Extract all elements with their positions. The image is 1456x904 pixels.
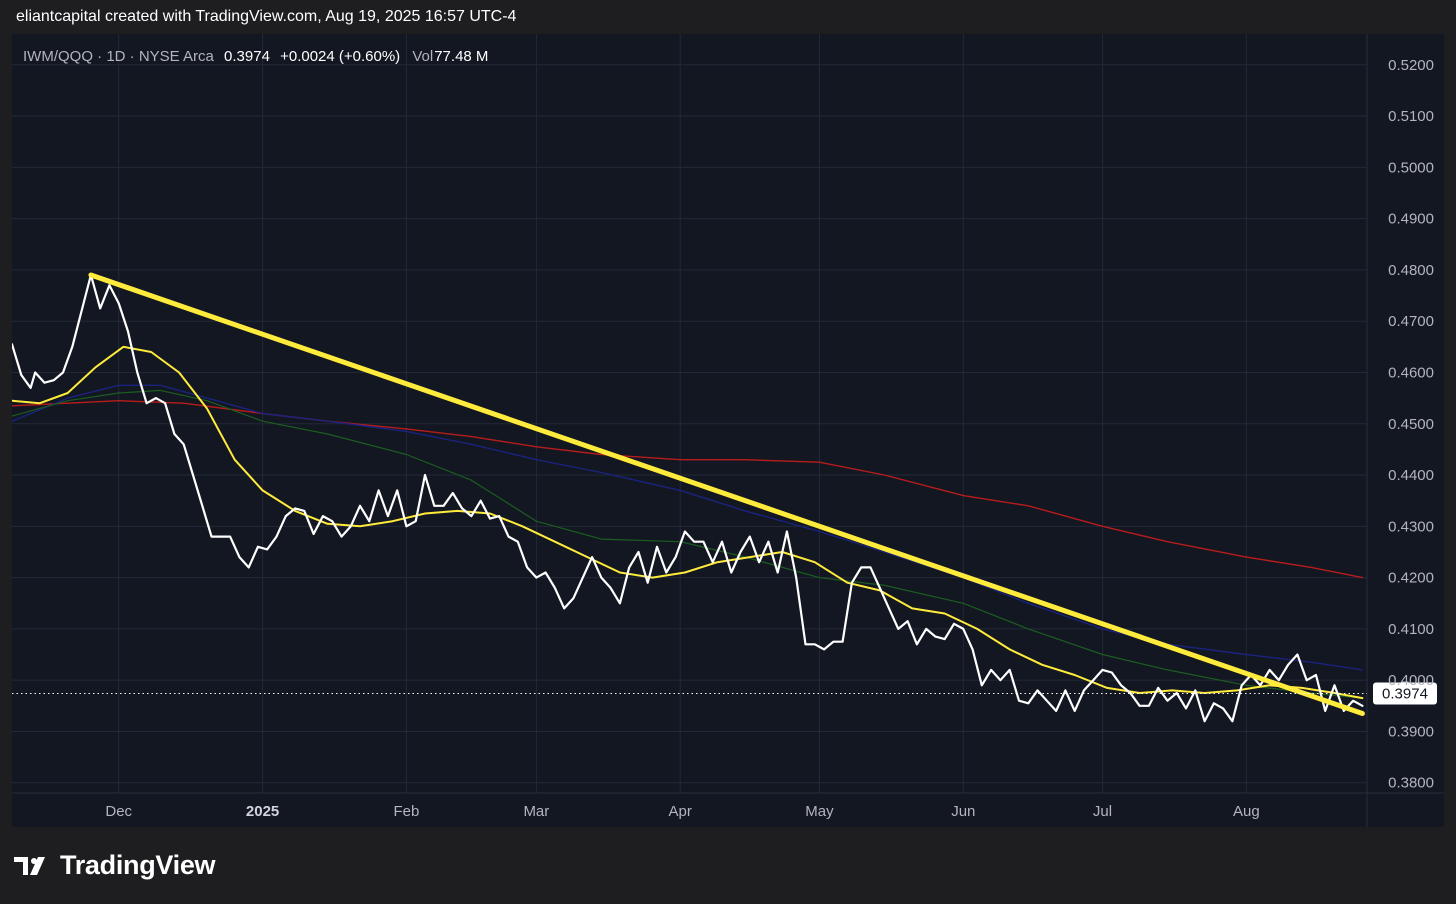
- y-tick-label: 0.4200: [1388, 570, 1434, 587]
- symbol-legend[interactable]: IWM/QQQ · 1D · NYSE Arca 0.3974 +0.0024 …: [23, 48, 488, 65]
- series-price-line: [12, 273, 1364, 723]
- x-tick-label: Feb: [394, 803, 420, 820]
- y-tick-label: 0.4000: [1388, 672, 1434, 689]
- x-tick-label: 2025: [246, 803, 279, 820]
- y-tick-label: 0.4800: [1388, 262, 1434, 279]
- last-price: 0.3974: [224, 48, 270, 65]
- series-ma-yellow-line: [12, 345, 1364, 700]
- y-tick-label: 0.4100: [1388, 621, 1434, 638]
- y-tick-label: 0.4600: [1388, 364, 1434, 381]
- tradingview-logo-text: TradingView: [60, 850, 216, 880]
- price-chart[interactable]: 0.3974 0.5200 0.5100 0.5000 0.4900 0.4800 0.4…: [12, 34, 1444, 827]
- symbol-info: IWM/QQQ · 1D · NYSE Arca: [23, 48, 214, 65]
- chart-header: eliantcapital created with TradingView.c…: [16, 8, 517, 25]
- chart-frame[interactable]: 0.3974 0.5200 0.5100 0.5000 0.4900 0.4800 0.4…: [12, 34, 1444, 827]
- x-tick-label: May: [805, 803, 834, 820]
- x-tick-label: Jul: [1093, 803, 1112, 820]
- y-tick-label: 0.5100: [1388, 108, 1434, 125]
- volume-label: Vol: [412, 48, 434, 65]
- series-ma-blue-line: [12, 384, 1364, 671]
- x-tick-label: Jun: [951, 803, 975, 820]
- x-tick-label: Dec: [105, 803, 132, 820]
- volume-value: 77.48 M: [434, 48, 489, 65]
- y-tick-label: 0.5000: [1388, 159, 1434, 176]
- price-change: +0.0024 (+0.60%): [280, 48, 401, 65]
- y-tick-label: 0.4400: [1388, 467, 1434, 484]
- series-ma-green-line: [12, 389, 1363, 699]
- tradingview-footer[interactable]: TradingView: [14, 850, 216, 881]
- x-tick-label: Aug: [1233, 803, 1260, 820]
- series-trendline-line: [88, 272, 1365, 716]
- tradingview-logo-icon: [14, 856, 45, 875]
- current-price-badge: [1373, 682, 1437, 705]
- current-price-label: 0.3974: [1382, 686, 1428, 703]
- series-ma-red-line: [12, 400, 1364, 579]
- y-tick-label: 0.4900: [1388, 211, 1434, 228]
- y-tick-label: 0.5200: [1388, 57, 1434, 74]
- y-tick-label: 0.3800: [1388, 775, 1434, 792]
- y-tick-label: 0.4300: [1388, 518, 1434, 535]
- y-tick-label: 0.3900: [1388, 723, 1434, 740]
- x-tick-label: Mar: [523, 803, 549, 820]
- y-tick-label: 0.4500: [1388, 416, 1434, 433]
- y-tick-label: 0.4700: [1388, 313, 1434, 330]
- x-tick-label: Apr: [669, 803, 692, 820]
